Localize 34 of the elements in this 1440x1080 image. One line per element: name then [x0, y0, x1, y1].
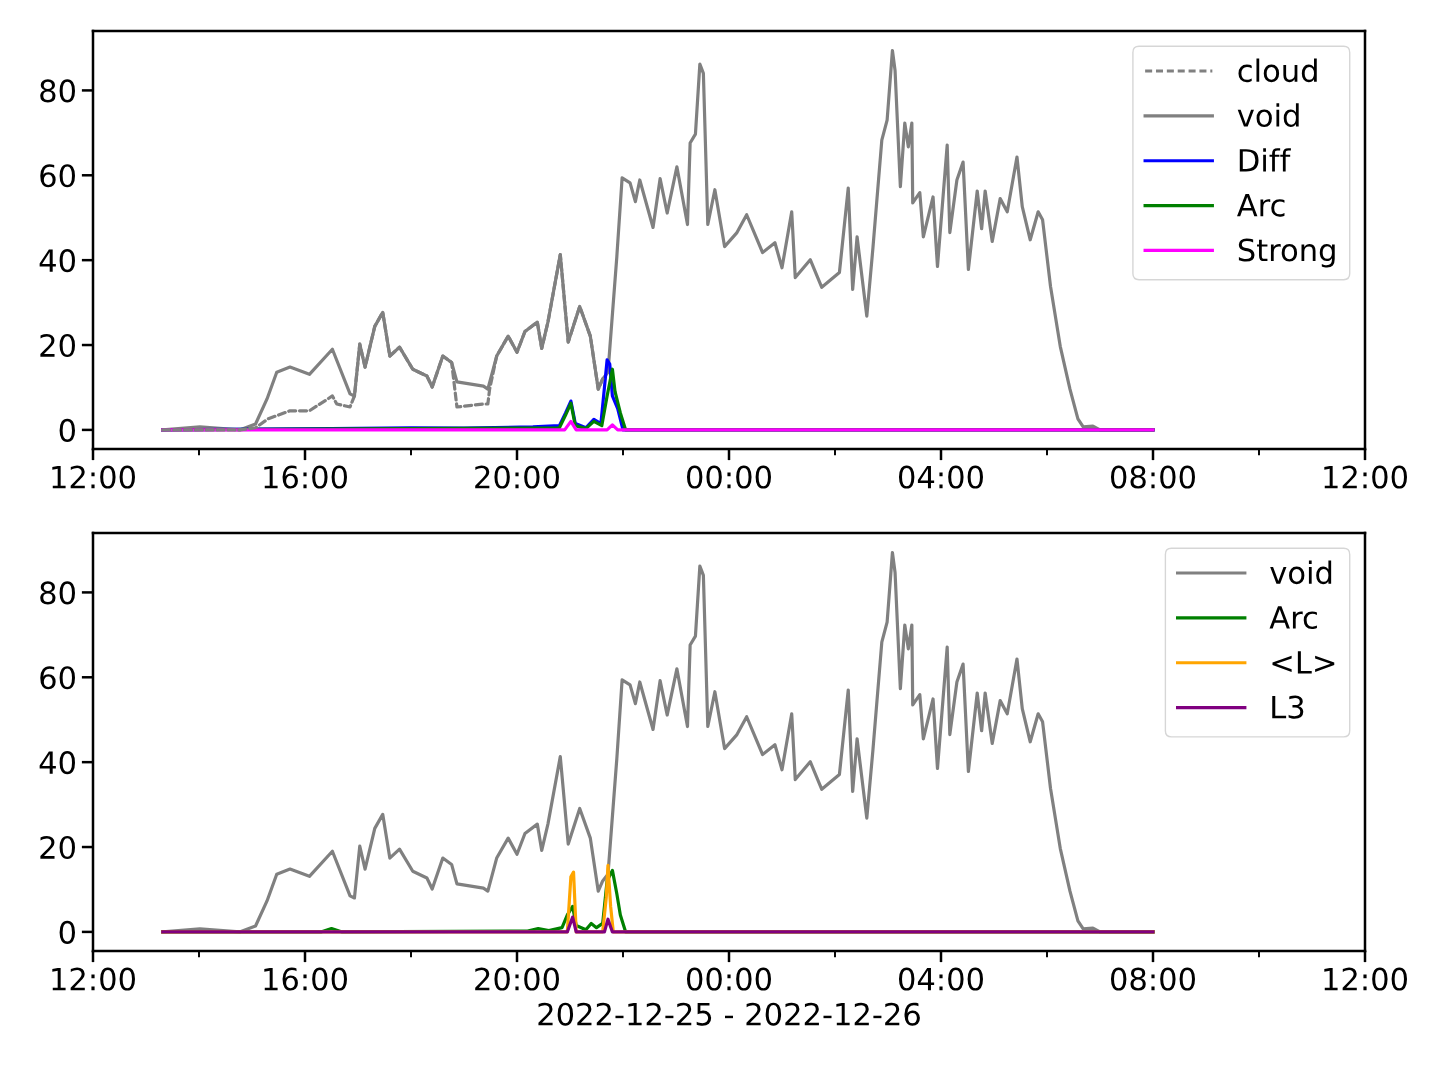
x-tick-label: 08:00 [1110, 967, 1195, 991]
y-tick-label: 40 [39, 751, 75, 775]
x-tick-label: 16:00 [264, 967, 347, 991]
y-tick-label: 40 [39, 249, 75, 273]
y-tick-label: 0 [59, 920, 75, 944]
legend-label: L3 [1272, 695, 1304, 719]
legend-label: void [1237, 103, 1299, 127]
x-tick-label: 12:00 [1324, 967, 1407, 991]
y-tick-label: 20 [40, 835, 75, 860]
y-tick-label: 20 [40, 333, 75, 358]
y-tick-label: 80 [40, 79, 75, 103]
y-tick-label: 60 [40, 666, 75, 690]
y-tick-label: 60 [40, 164, 75, 188]
legend-label: Diff [1239, 148, 1291, 172]
x-tick-label: 08:00 [1110, 465, 1195, 489]
y-tick-label: 0 [59, 418, 75, 442]
x-tick-label: 00:00 [686, 465, 771, 489]
legend-label: <L> [1272, 651, 1335, 674]
legend-label: Arc [1269, 606, 1317, 629]
legend-label: cloud [1238, 58, 1317, 83]
x-tick-label: 12:00 [52, 465, 135, 489]
y-tick-label: 80 [40, 581, 75, 605]
legend-label: Strong [1238, 238, 1335, 268]
legend-label: void [1270, 560, 1332, 585]
x-tick-label: 12:00 [1324, 465, 1407, 489]
x-tick-label: 04:00 [898, 465, 983, 489]
x-axis-title: 2022-12-25 - 2022-12-26 [538, 1002, 920, 1026]
legend-label: Arc [1237, 193, 1285, 217]
x-tick-label: 00:00 [686, 967, 771, 991]
x-tick-label: 04:00 [898, 967, 983, 991]
x-tick-label: 16:00 [264, 465, 347, 489]
x-tick-label: 12:00 [52, 967, 135, 991]
x-tick-label: 20:00 [475, 967, 559, 991]
x-tick-label: 20:00 [475, 465, 559, 489]
